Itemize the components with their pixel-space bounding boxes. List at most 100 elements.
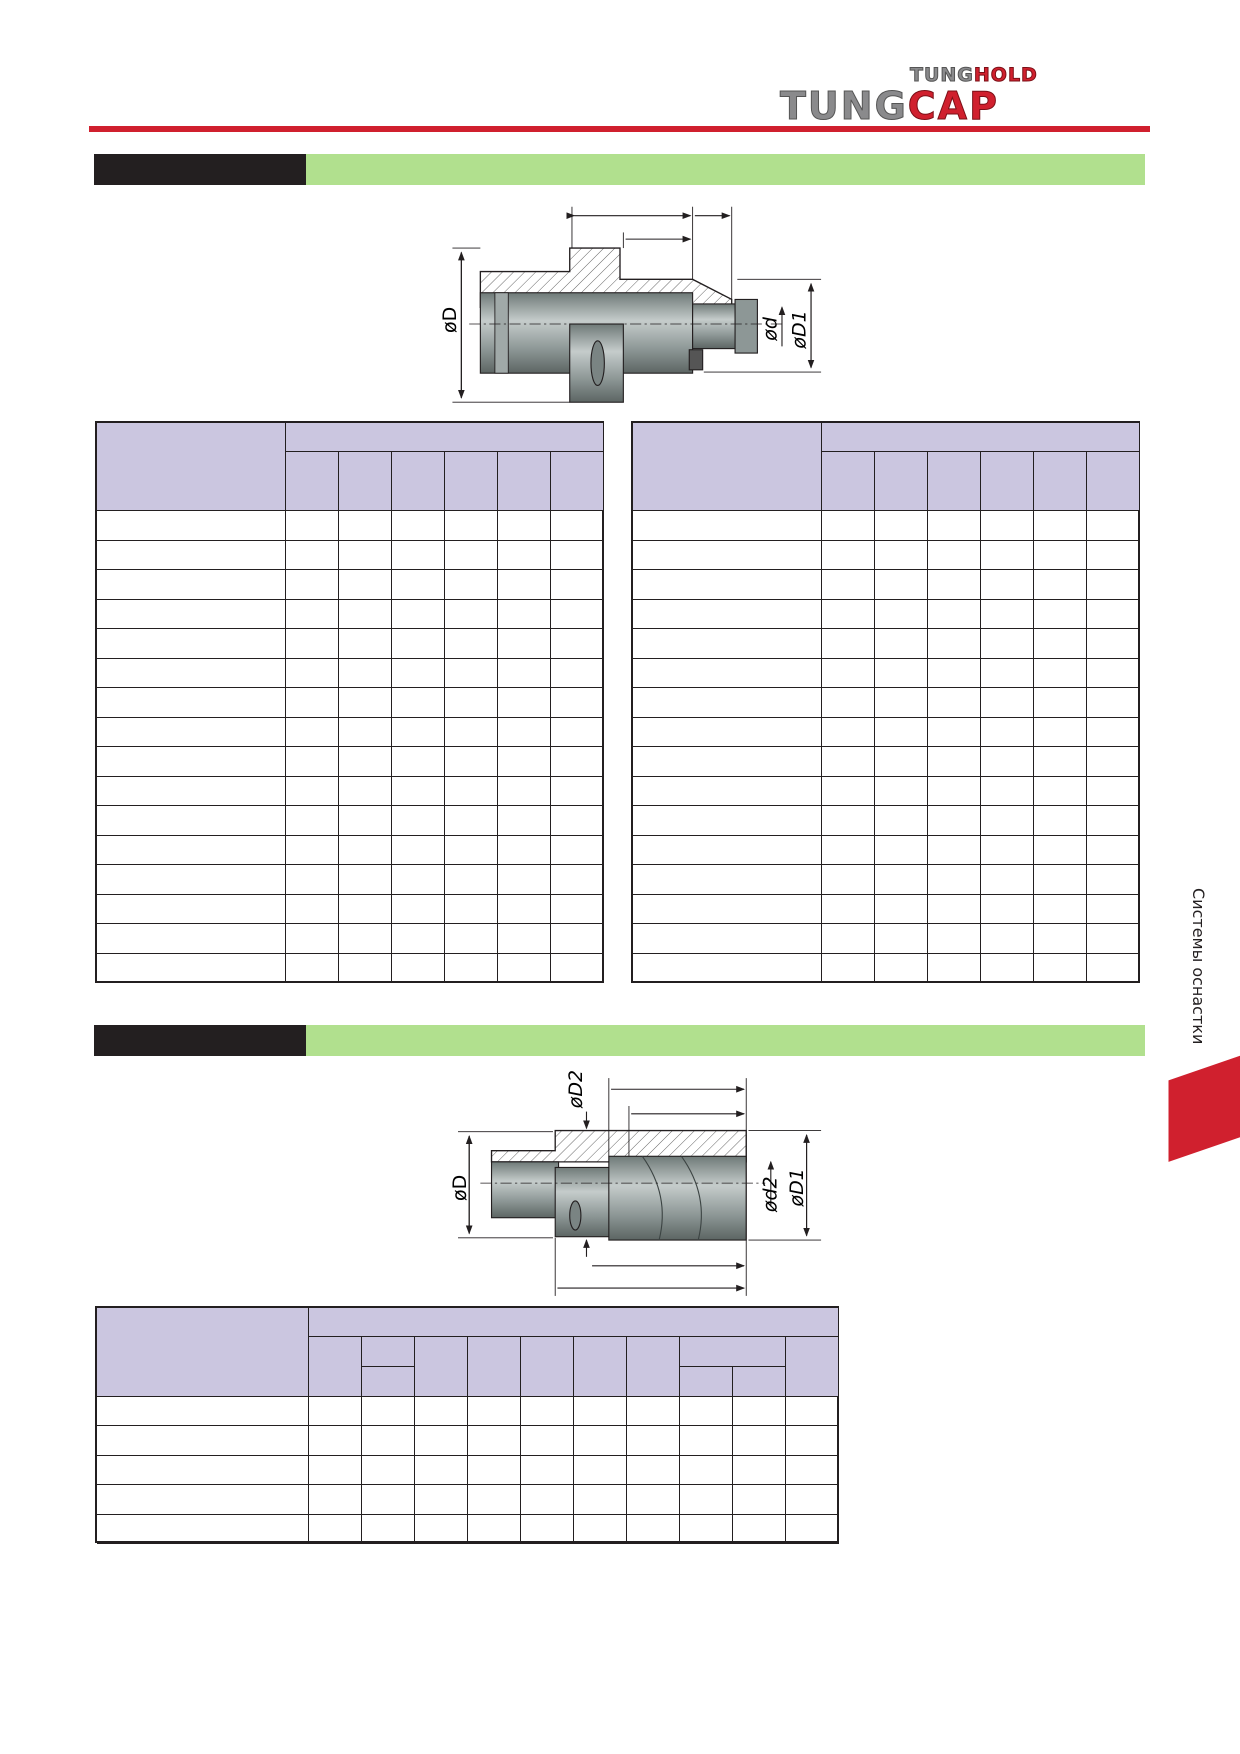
label-D2: øD2 xyxy=(565,1070,587,1109)
table-cell xyxy=(445,570,498,600)
table-cell xyxy=(339,835,392,865)
table-cell xyxy=(445,599,498,629)
table-cell xyxy=(822,658,875,688)
table-cell xyxy=(97,953,286,983)
table-cell xyxy=(498,540,551,570)
logo-text: TUNG xyxy=(780,84,908,129)
drawing-1: øD ød øD1 xyxy=(439,206,822,403)
table-cell xyxy=(1087,924,1140,954)
header-cell xyxy=(981,452,1034,511)
header-cell xyxy=(415,1337,468,1397)
table-cell xyxy=(981,540,1034,570)
table-cell xyxy=(445,835,498,865)
table-cell xyxy=(97,599,286,629)
table-cell xyxy=(97,511,286,541)
table-cell xyxy=(1034,540,1087,570)
table-cell xyxy=(551,953,604,983)
table-cell xyxy=(309,1514,362,1544)
table-cell xyxy=(733,1426,786,1456)
table-cell xyxy=(445,540,498,570)
table-cell xyxy=(498,894,551,924)
table-cell xyxy=(521,1485,574,1515)
table-cell xyxy=(445,894,498,924)
label-d: ød xyxy=(759,316,781,342)
table-cell xyxy=(445,629,498,659)
table-cell xyxy=(97,1455,309,1486)
header-cell xyxy=(468,1337,521,1397)
label-D1: øD1 xyxy=(786,1168,808,1207)
table-cell xyxy=(286,717,339,747)
table-cell xyxy=(309,1426,362,1456)
table-cell xyxy=(445,953,498,983)
table-cell xyxy=(551,865,604,895)
table-cell xyxy=(574,1455,627,1486)
table-cell xyxy=(981,953,1034,983)
table-cell xyxy=(1034,747,1087,777)
table-cell xyxy=(633,924,822,954)
table-cell xyxy=(468,1426,521,1456)
table-cell xyxy=(339,717,392,747)
table-cell xyxy=(981,865,1034,895)
table-cell xyxy=(574,1485,627,1515)
table-cell xyxy=(1087,747,1140,777)
table-cell xyxy=(286,953,339,983)
table-cell xyxy=(392,806,445,836)
table-cell xyxy=(822,953,875,983)
table-cell xyxy=(633,688,822,718)
header-cell xyxy=(286,452,339,511)
table-cell xyxy=(551,776,604,806)
table-cell xyxy=(875,953,928,983)
table-cell xyxy=(97,717,286,747)
table-cell xyxy=(339,511,392,541)
table-cell xyxy=(286,894,339,924)
table-cell xyxy=(415,1397,468,1427)
table-cell xyxy=(362,1397,415,1427)
table-cell xyxy=(822,688,875,718)
table-cell xyxy=(286,599,339,629)
table-cell xyxy=(551,629,604,659)
table-cell xyxy=(733,1514,786,1544)
table-cell xyxy=(97,747,286,777)
table-cell xyxy=(498,629,551,659)
table-cell xyxy=(286,688,339,718)
table-cell xyxy=(822,894,875,924)
table-cell xyxy=(633,629,822,659)
table-cell xyxy=(445,688,498,718)
table-cell xyxy=(733,1455,786,1486)
table-cell xyxy=(445,747,498,777)
table-cell xyxy=(822,540,875,570)
table-cell xyxy=(415,1514,468,1544)
section1-title-band xyxy=(94,154,1145,185)
table-cell xyxy=(928,570,981,600)
table-cell xyxy=(928,688,981,718)
table-cell xyxy=(928,953,981,983)
table-cell xyxy=(627,1514,680,1544)
logo-tungcap: TUNGCAP xyxy=(780,84,999,129)
table-cell xyxy=(633,570,822,600)
table-cell xyxy=(498,747,551,777)
logo-tunghold: TUNGHOLD xyxy=(910,64,1038,87)
table-cell xyxy=(339,599,392,629)
section1-title-block xyxy=(94,154,306,185)
table-cell xyxy=(339,688,392,718)
table-cell xyxy=(392,540,445,570)
table-cell xyxy=(309,1485,362,1515)
table-cell xyxy=(822,747,875,777)
table-cell xyxy=(875,570,928,600)
table-cell xyxy=(468,1485,521,1515)
spec-table-1-left xyxy=(95,421,604,983)
side-tab-label: Системы оснастки xyxy=(1189,888,1208,1045)
table-cell xyxy=(928,540,981,570)
table-cell xyxy=(875,717,928,747)
table-cell xyxy=(498,688,551,718)
table-cell xyxy=(551,688,604,718)
header-cell xyxy=(680,1367,733,1397)
table-cell xyxy=(392,658,445,688)
table-cell xyxy=(286,570,339,600)
table-cell xyxy=(339,747,392,777)
table-cell xyxy=(680,1455,733,1486)
header-cell xyxy=(786,1337,839,1397)
table-cell xyxy=(286,747,339,777)
table-cell xyxy=(822,806,875,836)
table-cell xyxy=(445,717,498,747)
